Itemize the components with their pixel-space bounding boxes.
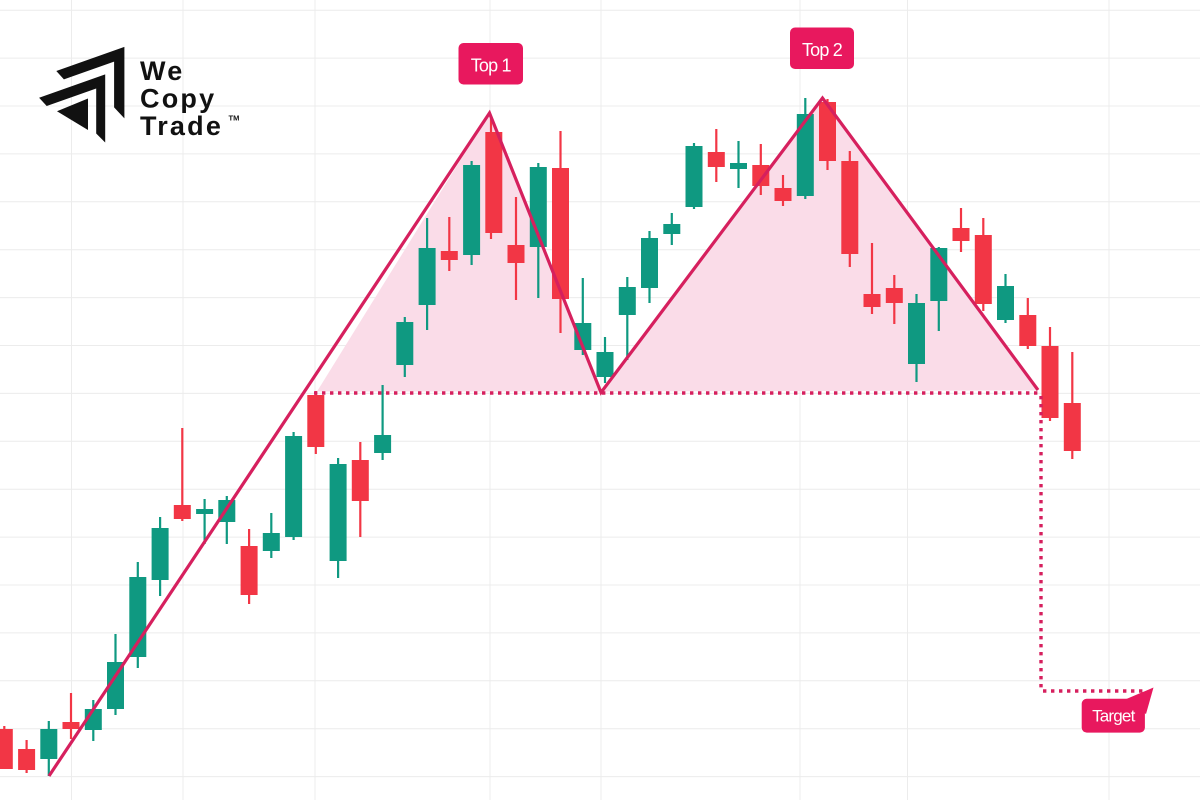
svg-text:Top 1: Top 1 [471,56,512,76]
svg-text:Trade: Trade [140,111,223,141]
svg-text:We: We [140,56,184,86]
svg-text:Top 2: Top 2 [802,40,843,60]
svg-text:Target: Target [1092,707,1136,726]
svg-text:Copy: Copy [140,84,216,114]
svg-text:TM: TM [229,114,240,123]
